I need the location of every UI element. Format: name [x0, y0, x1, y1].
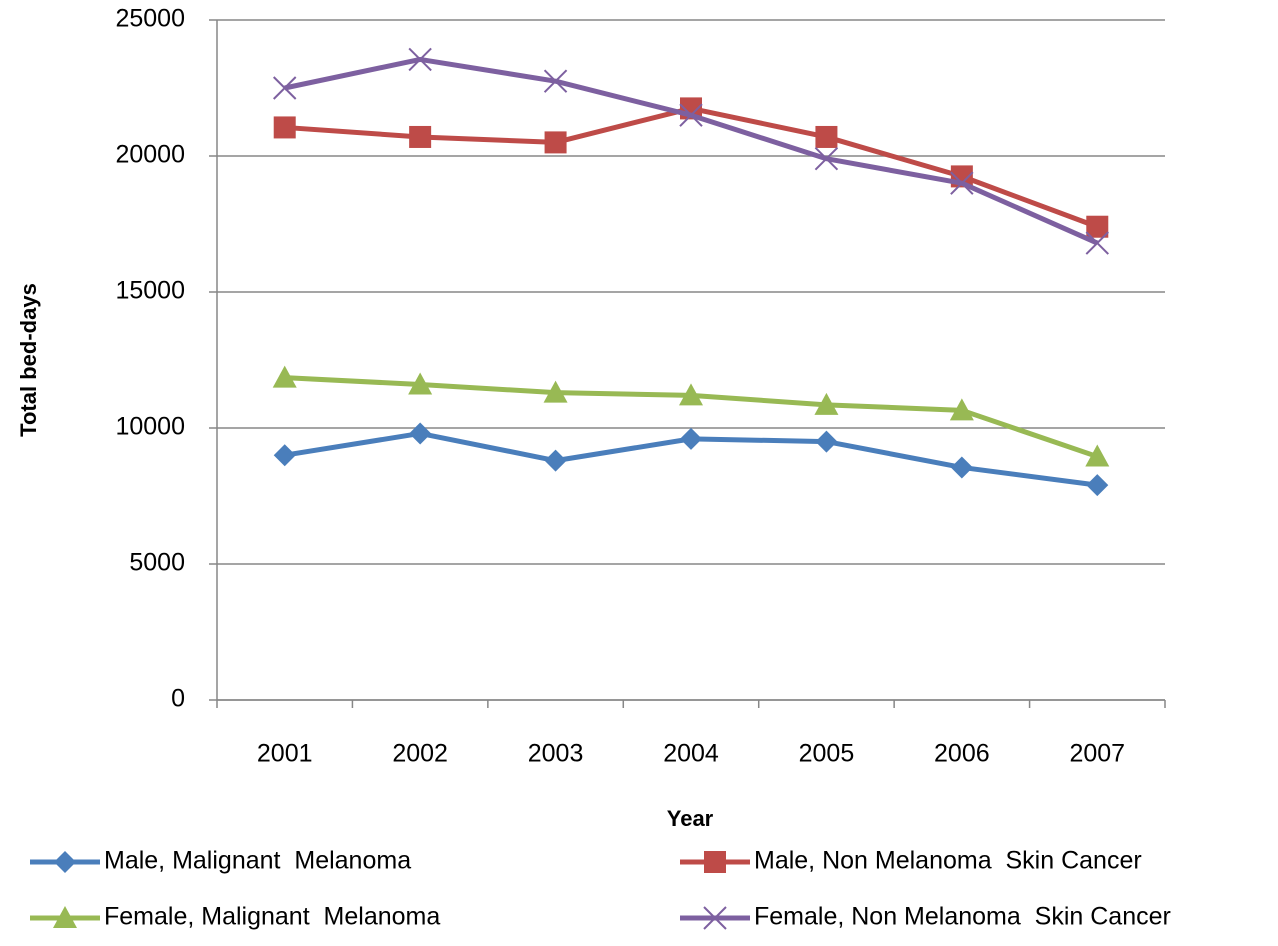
marker — [815, 125, 838, 148]
y-tick-label: 5000 — [129, 549, 185, 577]
legend-label: Male, Non Melanoma Skin Cancer — [754, 847, 1142, 875]
marker — [814, 147, 839, 171]
y-tick-label: 0 — [171, 685, 185, 713]
legend-label: Male, Malignant Melanoma — [104, 847, 411, 875]
marker — [273, 444, 296, 467]
x-axis-title: Year — [667, 806, 714, 831]
marker — [950, 456, 973, 479]
x-tick-label: 2005 — [799, 740, 855, 768]
marker — [680, 427, 702, 450]
marker — [815, 430, 838, 453]
y-tick-label: 15000 — [115, 277, 185, 305]
marker — [703, 906, 727, 930]
marker — [1086, 474, 1109, 497]
marker — [679, 383, 703, 406]
legend-label: Female, Non Melanoma Skin Cancer — [754, 903, 1171, 931]
series — [273, 422, 1109, 497]
marker — [272, 365, 297, 388]
y-axis-title: Total bed-days — [16, 283, 41, 437]
marker — [53, 906, 77, 928]
marker — [544, 449, 567, 472]
marker — [408, 47, 432, 72]
series — [272, 365, 1110, 467]
y-tick-label: 10000 — [115, 413, 185, 441]
marker — [273, 116, 296, 139]
series — [273, 47, 1109, 255]
marker — [814, 392, 839, 415]
marker — [1085, 444, 1110, 467]
x-tick-label: 2004 — [663, 740, 719, 768]
marker — [679, 103, 703, 127]
y-tick-label: 25000 — [115, 5, 185, 33]
marker — [544, 131, 567, 154]
y-tick-label: 20000 — [115, 141, 185, 169]
x-tick-label: 2002 — [392, 740, 448, 768]
marker — [273, 76, 297, 100]
x-tick-label: 2003 — [528, 740, 584, 768]
marker — [543, 69, 568, 93]
series — [273, 97, 1109, 238]
marker — [409, 422, 432, 445]
marker — [54, 851, 76, 873]
marker — [543, 380, 568, 403]
marker — [409, 125, 432, 148]
legend-label: Female, Malignant Melanoma — [104, 903, 440, 931]
marker — [704, 851, 726, 873]
marker — [950, 171, 974, 195]
line — [284, 56, 1099, 246]
marker — [949, 398, 974, 421]
marker — [408, 372, 433, 395]
marker — [1085, 231, 1109, 255]
x-tick-label: 2001 — [257, 740, 313, 768]
marker — [1086, 215, 1109, 238]
x-tick-label: 2006 — [934, 740, 990, 768]
line — [284, 105, 1099, 230]
x-tick-label: 2007 — [1069, 740, 1125, 768]
